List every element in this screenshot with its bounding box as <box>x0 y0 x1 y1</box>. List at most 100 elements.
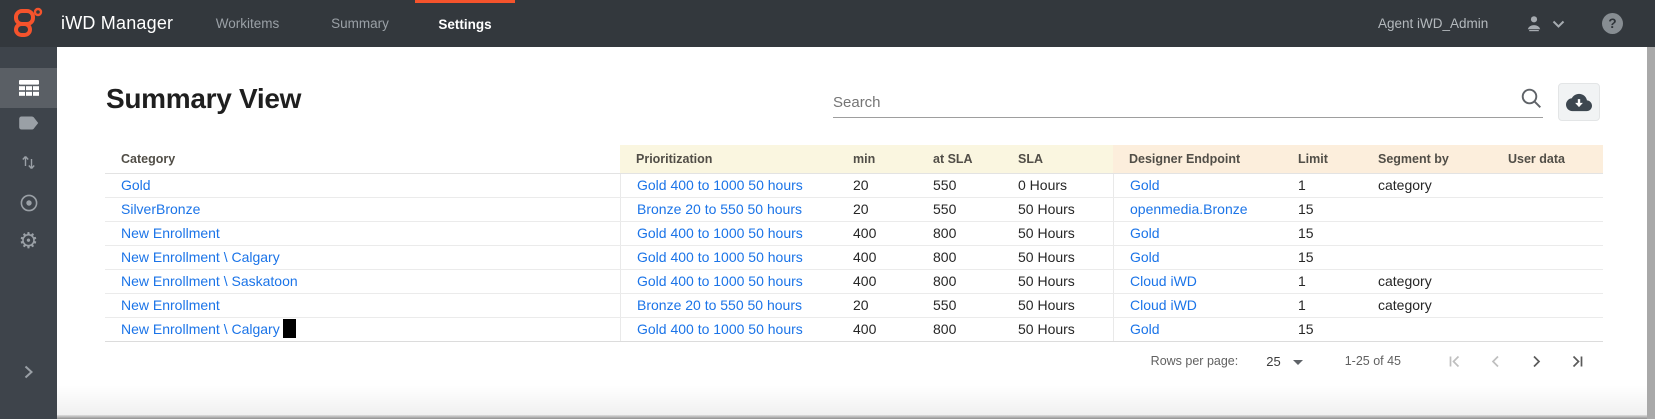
table-row: Gold Gold 400 to 1000 50 hours 20 550 0 … <box>105 174 1603 198</box>
designer-endpoint-link[interactable]: openmedia.Bronze <box>1130 201 1248 217</box>
sidebar: ⚙ <box>0 47 57 419</box>
sla-cell: 0 Hours <box>1018 177 1068 193</box>
chevron-down-icon[interactable] <box>1552 20 1565 28</box>
category-link[interactable]: Gold <box>121 177 151 193</box>
min-cell: 400 <box>853 321 877 337</box>
sla-cell: 50 Hours <box>1018 297 1075 313</box>
sidebar-item-sort[interactable] <box>0 142 57 182</box>
target-icon <box>20 194 37 212</box>
limit-cell: 15 <box>1298 225 1314 241</box>
col-header-sla[interactable]: SLA <box>1010 145 1113 173</box>
col-header-limit[interactable]: Limit <box>1290 145 1370 173</box>
user-label: Agent iWD_Admin <box>1378 16 1489 31</box>
person-icon[interactable] <box>1524 13 1544 33</box>
genesys-logo-icon[interactable] <box>11 6 45 40</box>
dropdown-arrow-icon <box>1292 359 1303 365</box>
designer-endpoint-link[interactable]: Gold <box>1130 321 1160 337</box>
prioritization-cell: Bronze 20 to 550 50 hours <box>620 198 845 221</box>
designer-endpoint-link[interactable]: Cloud iWD <box>1130 273 1197 289</box>
prioritization-link[interactable]: Gold 400 to 1000 50 hours <box>637 273 803 289</box>
category-link[interactable]: SilverBronze <box>121 201 201 217</box>
prioritization-cell: Gold 400 to 1000 50 hours <box>620 246 845 269</box>
search-input[interactable] <box>833 87 1493 117</box>
sla-cell: 50 Hours <box>1018 249 1075 265</box>
prioritization-link[interactable]: Bronze 20 to 550 50 hours <box>637 201 803 217</box>
category-cell: New Enrollment \ Calgary <box>105 246 620 269</box>
tab-settings[interactable]: Settings <box>415 0 515 47</box>
help-button[interactable]: ? <box>1602 13 1623 34</box>
table-row: New Enrollment \ Saskatoon Gold 400 to 1… <box>105 270 1603 294</box>
rows-per-page-value: 25 <box>1266 353 1281 369</box>
first-page-button[interactable] <box>1447 354 1462 369</box>
category-link[interactable]: New Enrollment <box>121 297 220 313</box>
prioritization-link[interactable]: Bronze 20 to 550 50 hours <box>637 297 803 313</box>
category-link[interactable]: New Enrollment \ Calgary <box>121 249 280 265</box>
chevron-left-icon <box>1491 355 1499 367</box>
sidebar-item-settings[interactable]: ⚙ <box>0 222 57 262</box>
sidebar-item-tags[interactable] <box>0 103 57 143</box>
gear-icon: ⚙ <box>18 229 39 254</box>
user-data-cell <box>1500 174 1603 197</box>
at-sla-cell: 550 <box>933 297 957 313</box>
sla-cell: 50 Hours <box>1018 201 1075 217</box>
category-link[interactable]: New Enrollment \ Calgary <box>121 321 280 337</box>
prioritization-link[interactable]: Gold 400 to 1000 50 hours <box>637 321 803 337</box>
col-header-segment-by[interactable]: Segment by <box>1370 145 1500 173</box>
question-mark-icon: ? <box>1608 16 1617 31</box>
sidebar-item-summary-view[interactable] <box>0 68 57 108</box>
sla-cell: 50 Hours <box>1018 321 1075 337</box>
app-title: iWD Manager <box>61 13 174 33</box>
user-data-cell <box>1500 318 1603 341</box>
main-content: Summary View Category Prioritization min… <box>57 47 1647 419</box>
tab-summary[interactable]: Summary <box>331 16 389 31</box>
prioritization-cell: Gold 400 to 1000 50 hours <box>620 222 845 245</box>
export-button[interactable] <box>1558 83 1600 121</box>
prev-page-button[interactable] <box>1488 354 1503 369</box>
sort-arrows-icon <box>22 155 35 169</box>
col-header-prioritization[interactable]: Prioritization <box>620 145 845 173</box>
segment-by-cell: category <box>1378 177 1432 193</box>
table-row: SilverBronze Bronze 20 to 550 50 hours 2… <box>105 198 1603 222</box>
segment-by-cell: category <box>1378 273 1432 289</box>
last-page-button[interactable] <box>1570 354 1585 369</box>
search-icon[interactable] <box>1520 87 1543 110</box>
prioritization-link[interactable]: Gold 400 to 1000 50 hours <box>637 225 803 241</box>
col-header-at-sla[interactable]: at SLA <box>925 145 1010 173</box>
at-sla-cell: 800 <box>933 225 957 241</box>
prioritization-link[interactable]: Gold 400 to 1000 50 hours <box>637 177 803 193</box>
tag-icon <box>18 116 38 130</box>
limit-cell: 1 <box>1298 177 1306 193</box>
vertical-scrollbar[interactable] <box>1647 47 1655 419</box>
limit-cell: 1 <box>1298 273 1306 289</box>
user-data-cell <box>1500 246 1603 269</box>
designer-endpoint-link[interactable]: Gold <box>1130 249 1160 265</box>
designer-endpoint-cell: openmedia.Bronze <box>1113 198 1290 221</box>
next-page-button[interactable] <box>1529 354 1544 369</box>
col-header-min[interactable]: min <box>845 145 925 173</box>
pagination-nav <box>1447 354 1585 369</box>
designer-endpoint-link[interactable]: Cloud iWD <box>1130 297 1197 313</box>
designer-endpoint-link[interactable]: Gold <box>1130 225 1160 241</box>
category-cell: Gold <box>105 174 620 197</box>
tab-workitems[interactable]: Workitems <box>215 16 280 31</box>
segment-by-cell <box>1370 246 1500 269</box>
col-header-designer-endpoint[interactable]: Designer Endpoint <box>1113 145 1290 173</box>
sidebar-item-target[interactable] <box>0 183 57 223</box>
prioritization-cell: Gold 400 to 1000 50 hours <box>620 270 845 293</box>
page-title: Summary View <box>106 83 302 114</box>
rows-per-page-select[interactable]: 25 <box>1266 353 1303 369</box>
min-cell: 400 <box>853 225 877 241</box>
segment-by-cell <box>1370 198 1500 221</box>
table-view-icon <box>18 79 39 96</box>
table-row: New Enrollment \ Calgary Gold 400 to 100… <box>105 318 1603 342</box>
category-link[interactable]: New Enrollment <box>121 225 220 241</box>
designer-endpoint-link[interactable]: Gold <box>1130 177 1160 193</box>
col-header-user-data[interactable]: User data <box>1500 145 1603 173</box>
col-header-category[interactable]: Category <box>105 145 620 173</box>
rows-per-page-label: Rows per page: <box>1150 354 1239 368</box>
category-link[interactable]: New Enrollment \ Saskatoon <box>121 273 298 289</box>
sidebar-expand-button[interactable] <box>0 352 57 392</box>
topbar: iWD Manager Workitems Summary Settings A… <box>0 0 1655 47</box>
prioritization-link[interactable]: Gold 400 to 1000 50 hours <box>637 249 803 265</box>
